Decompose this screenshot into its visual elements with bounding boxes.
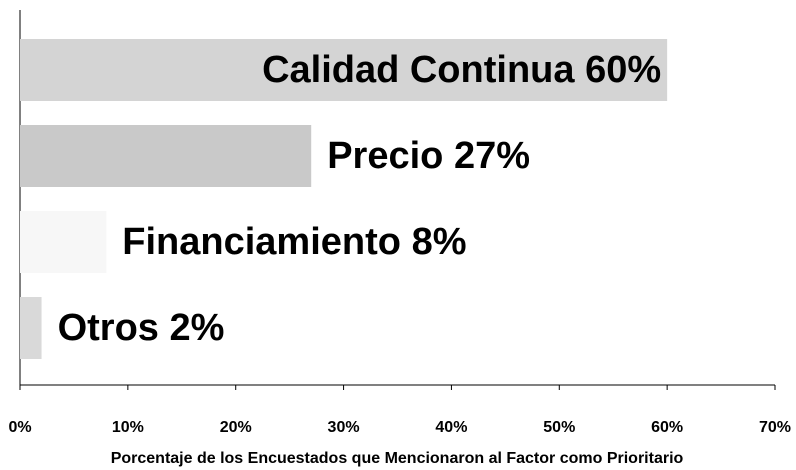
data-label: Precio 27% <box>327 135 530 177</box>
category-label: Otros <box>58 307 159 349</box>
x-tick-label: 10% <box>112 419 144 436</box>
x-tick-label: 70% <box>759 419 791 436</box>
value-label: 2% <box>169 307 224 349</box>
value-label: 60% <box>585 49 661 91</box>
bar <box>20 125 312 187</box>
x-tick-label: 30% <box>328 419 360 436</box>
x-tick-label: 60% <box>651 419 683 436</box>
value-label: 27% <box>454 135 530 177</box>
bar <box>20 39 668 101</box>
category-label: Precio <box>327 135 443 177</box>
x-axis-title: Porcentaje de los Encuestados que Mencio… <box>111 450 684 467</box>
x-tick-label: 20% <box>220 419 252 436</box>
x-tick-label: 40% <box>435 419 467 436</box>
x-tick-label: 0% <box>8 419 31 436</box>
category-label: Financiamiento <box>122 221 401 263</box>
bar <box>20 211 107 273</box>
category-label: Calidad Continua <box>262 49 575 91</box>
data-label: Otros 2% <box>58 307 225 349</box>
bar <box>20 297 42 359</box>
value-label: 8% <box>412 221 467 263</box>
data-label: Calidad Continua 60% <box>262 49 661 91</box>
x-tick-label: 50% <box>543 419 575 436</box>
data-label: Financiamiento 8% <box>122 221 466 263</box>
